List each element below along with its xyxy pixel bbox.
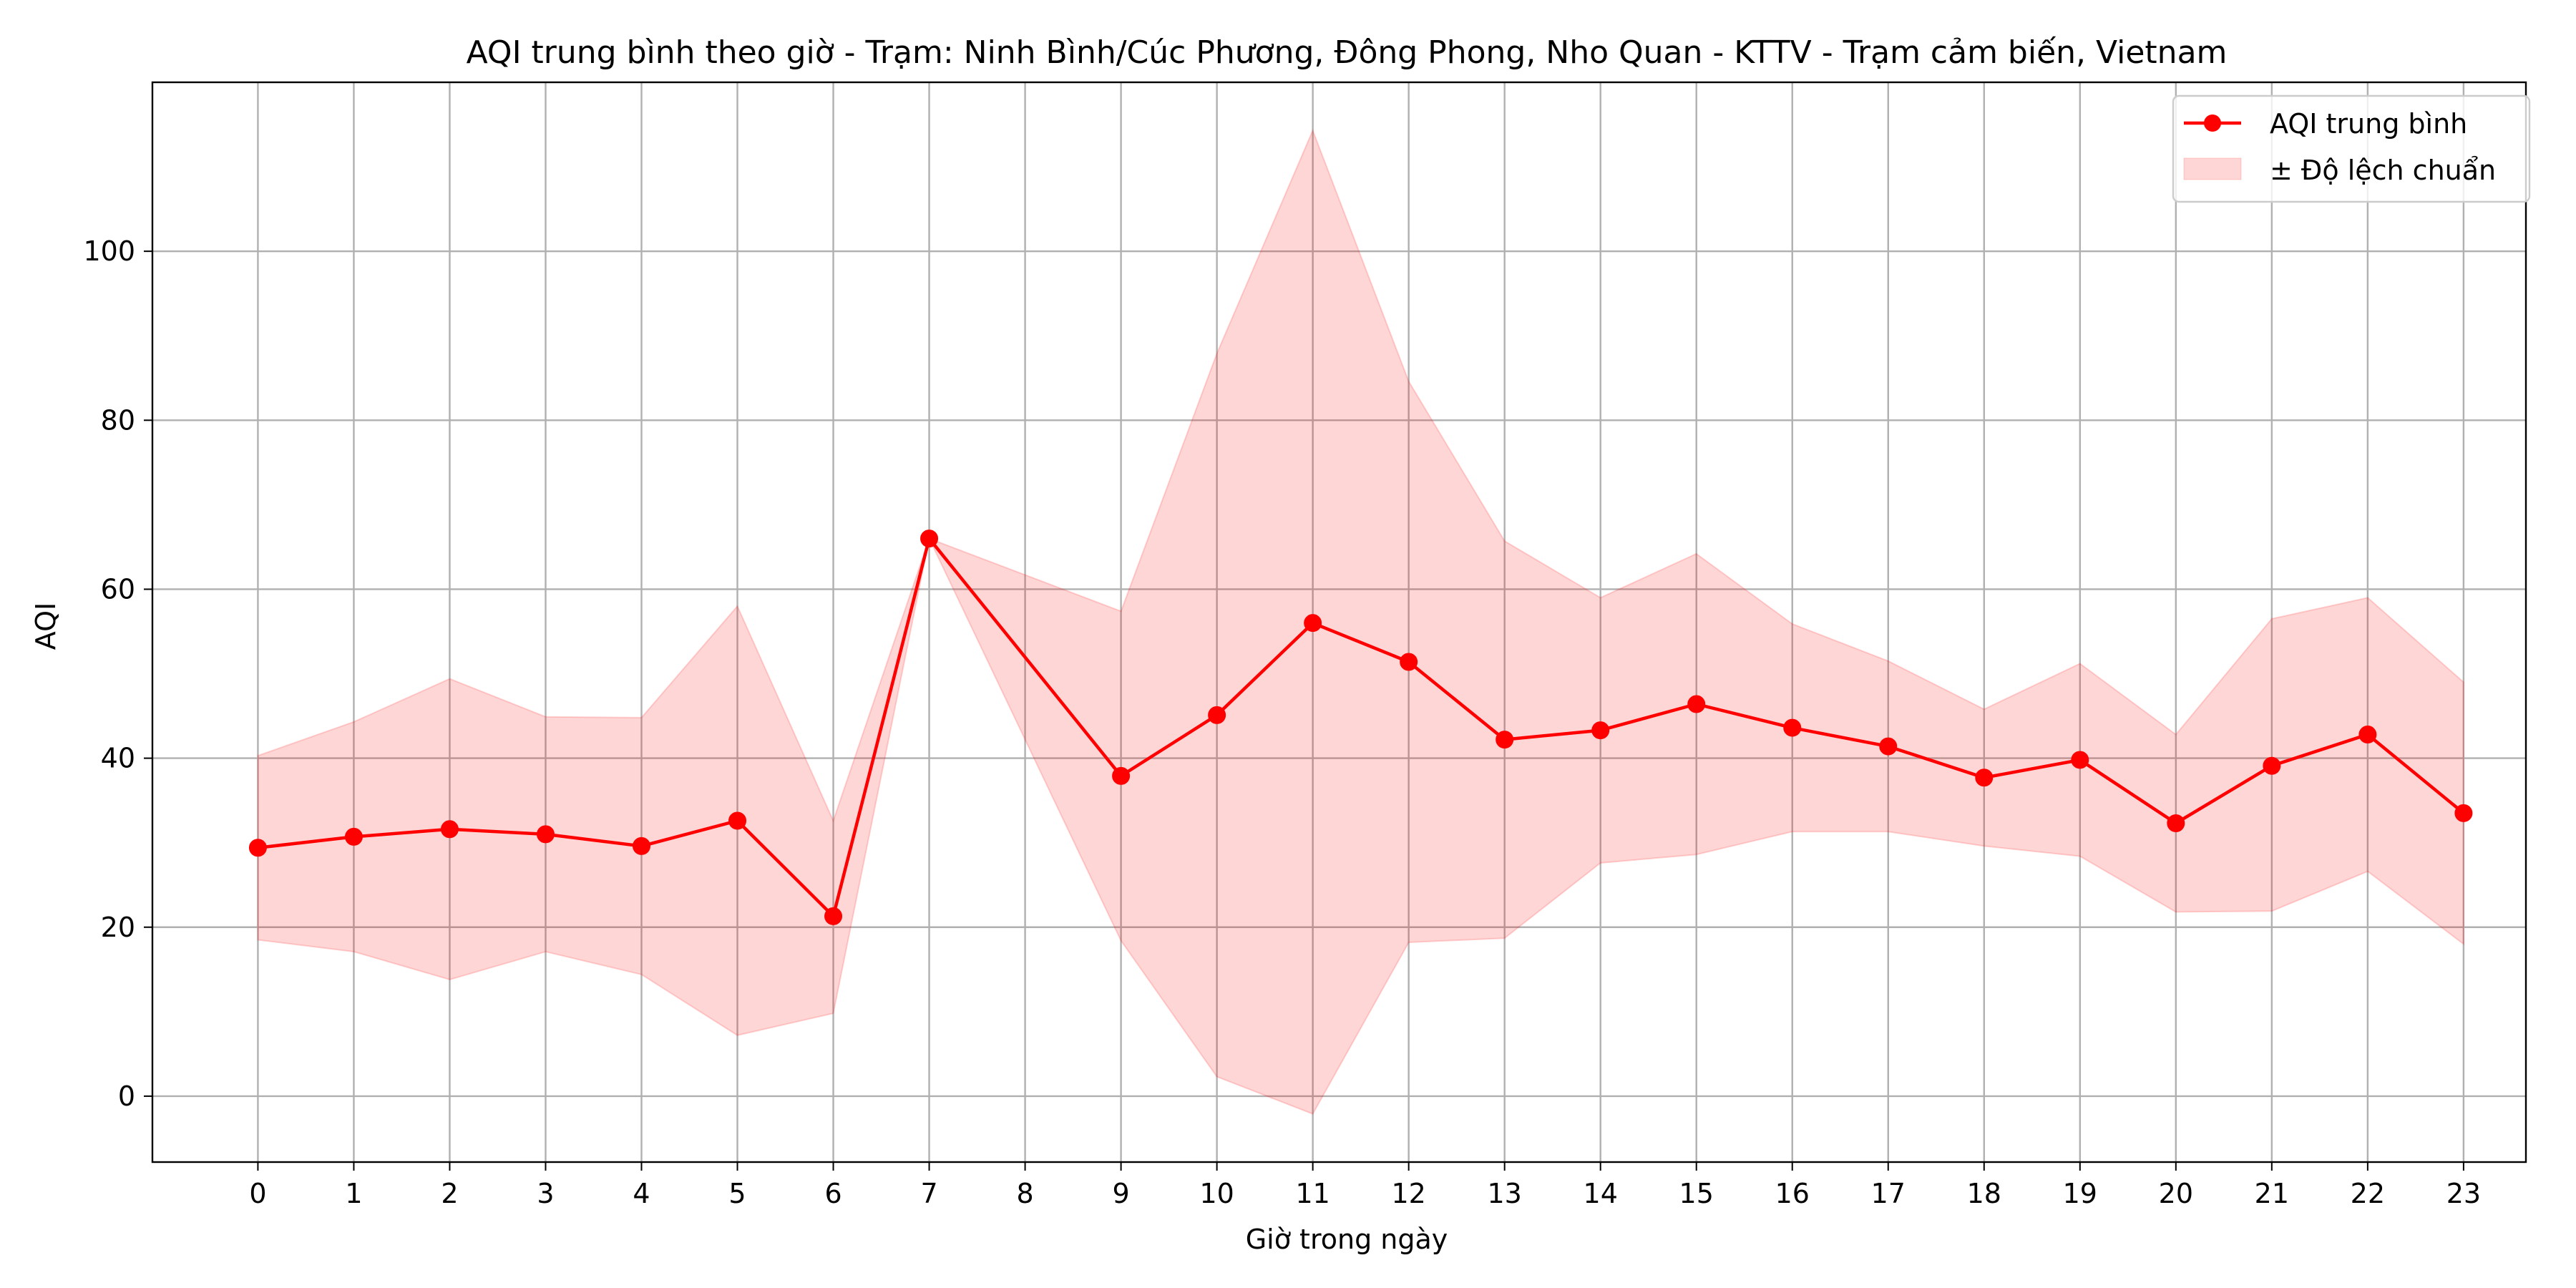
y-tick-label: 100 (83, 235, 135, 267)
legend-box (2172, 94, 2531, 203)
aqi-point-hour-7 (920, 530, 939, 548)
series-layer (248, 530, 2473, 925)
aqi-point-hour-21 (2263, 756, 2281, 775)
x-tick-label: 9 (1113, 1178, 1130, 1209)
aqi-point-hour-16 (1783, 718, 1802, 737)
std-deviation-band (257, 128, 2464, 1115)
legend-marker-swatch (2204, 114, 2221, 132)
aqi-point-hour-12 (1400, 653, 1418, 671)
y-tick-label: 60 (101, 573, 135, 605)
legend: AQI trung bình ± Độ lệch chuẩn (2172, 94, 2531, 203)
aqi-point-hour-19 (2071, 751, 2089, 769)
aqi-point-hour-0 (248, 839, 267, 857)
grid (152, 82, 2526, 1162)
aqi-point-hour-13 (1496, 731, 1514, 749)
x-tick-label: 6 (824, 1178, 841, 1209)
aqi-point-hour-9 (1112, 766, 1131, 785)
x-tick-label: 23 (2446, 1178, 2481, 1209)
x-axis-label: Giờ trong ngày (1246, 1224, 1448, 1255)
y-tick-label: 20 (101, 912, 135, 943)
legend-label-mean: AQI trung bình (2270, 108, 2467, 140)
x-tick-label: 15 (1679, 1178, 1714, 1209)
x-tick-label: 10 (1199, 1178, 1234, 1209)
x-tick-label: 22 (2351, 1178, 2385, 1209)
y-tick-label: 0 (118, 1080, 135, 1112)
plot-frame (151, 81, 2527, 1163)
x-tick-label: 1 (345, 1178, 362, 1209)
aqi-point-hour-5 (728, 811, 747, 830)
y-tick-label: 80 (101, 404, 135, 436)
x-tick-label: 12 (1391, 1178, 1425, 1209)
aqi-point-hour-18 (1975, 769, 1994, 787)
aqi-point-hour-2 (440, 820, 459, 839)
x-tick-label: 8 (1016, 1178, 1033, 1209)
aqi-point-hour-6 (824, 907, 843, 925)
chart-title: AQI trung bình theo giờ - Trạm: Ninh Bìn… (467, 34, 2228, 71)
aqi-point-hour-11 (1304, 614, 1322, 633)
x-tick-label: 2 (441, 1178, 458, 1209)
y-axis-label: AQI (30, 602, 62, 650)
aqi-point-hour-15 (1687, 695, 1706, 713)
x-tick-label: 19 (2063, 1178, 2097, 1209)
x-tick-label: 18 (1967, 1178, 2001, 1209)
aqi-point-hour-20 (2167, 814, 2185, 833)
std-band-layer (257, 128, 2464, 1115)
x-tick-label: 0 (249, 1178, 266, 1209)
aqi-point-hour-23 (2454, 804, 2473, 822)
aqi-point-hour-10 (1208, 706, 1226, 724)
aqi-point-hour-17 (1879, 737, 1898, 756)
x-tick-label: 21 (2255, 1178, 2289, 1209)
x-tick-label: 5 (728, 1178, 746, 1209)
x-tick-label: 14 (1584, 1178, 1618, 1209)
aqi-point-hour-3 (536, 825, 555, 844)
aqi-point-hour-1 (344, 827, 363, 846)
x-tick-label: 17 (1871, 1178, 1906, 1209)
x-tick-label: 3 (537, 1178, 554, 1209)
aqi-point-hour-22 (2358, 726, 2377, 744)
y-tick-label: 40 (101, 743, 135, 774)
x-tick-label: 13 (1488, 1178, 1522, 1209)
aqi-point-hour-14 (1591, 721, 1610, 740)
legend-band-swatch (2183, 157, 2242, 180)
aqi-point-hour-4 (633, 836, 651, 855)
legend-label-std: ± Độ lệch chuẩn (2270, 155, 2496, 186)
x-tick-label: 16 (1775, 1178, 1810, 1209)
tick-layer: 0 1 2 3 4 5 6 7 8 9 10 11 12 13 14 15 16 17 18 19 20 21 22 2302… (83, 235, 2481, 1209)
x-tick-label: 4 (633, 1178, 650, 1209)
x-tick-label: 7 (920, 1178, 937, 1209)
x-tick-label: 11 (1295, 1178, 1330, 1209)
x-tick-label: 20 (2159, 1178, 2193, 1209)
